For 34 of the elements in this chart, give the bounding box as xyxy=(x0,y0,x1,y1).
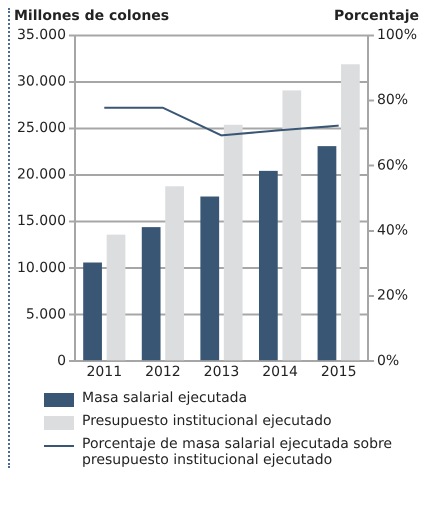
bar xyxy=(258,170,278,360)
y2-tick-label: 100% xyxy=(376,27,418,44)
y2-tick-label: 20% xyxy=(376,288,408,304)
bar xyxy=(165,186,184,360)
bar xyxy=(282,90,302,360)
bar xyxy=(83,262,102,360)
x-tick-label: 2012 xyxy=(145,364,181,380)
y2-tick-label: 80% xyxy=(376,92,408,108)
legend-label: Masa salarial ejecutada xyxy=(82,390,248,406)
bar xyxy=(224,124,243,360)
y-tick-label: 10.000 xyxy=(16,260,66,276)
legend-label: Presupuesto institucional ejecutado xyxy=(82,413,333,429)
x-tick-label: 2014 xyxy=(262,364,298,380)
bar xyxy=(200,196,220,360)
legend-label: Porcentaje de masa salarial ejecutada sobre presupuesto institucional ejecutado xyxy=(82,436,394,468)
bar xyxy=(106,234,126,360)
y-axis-title: Millones de colones xyxy=(14,8,170,24)
y-tick-label: 25.000 xyxy=(16,120,66,136)
x-tick-label: 2013 xyxy=(204,364,240,380)
y-tick-label: 35.000 xyxy=(16,27,66,44)
x-tick-label: 2011 xyxy=(86,364,122,380)
y2-tick-label: 60% xyxy=(376,157,408,174)
y2-axis-title: Porcentaje xyxy=(334,8,419,24)
y-tick-label: 5.000 xyxy=(26,306,66,322)
y2-tick-label: 40% xyxy=(376,222,408,239)
y-tick-label: 15.000 xyxy=(16,213,66,230)
y2-tick-label: 0% xyxy=(376,352,400,369)
bar xyxy=(142,227,161,360)
y-tick-label: 30.000 xyxy=(16,74,66,90)
y-tick-label: 20.000 xyxy=(16,166,66,183)
x-tick-label: 2015 xyxy=(320,364,356,380)
y-tick-label: 0 xyxy=(57,352,66,369)
bar xyxy=(341,64,360,360)
bar xyxy=(318,146,336,360)
